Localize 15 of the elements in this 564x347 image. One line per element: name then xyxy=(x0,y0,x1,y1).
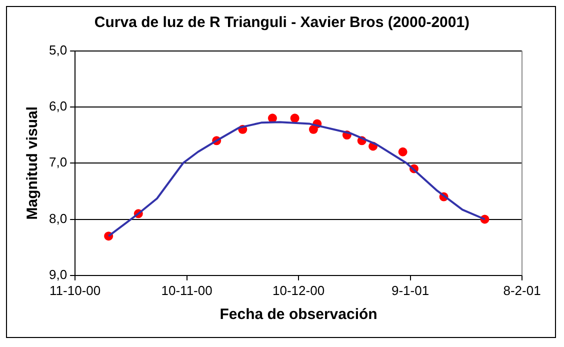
x-tick-label: 11-10-00 xyxy=(50,282,101,298)
x-tick-label: 10-12-00 xyxy=(272,282,325,298)
x-tick-label: 9-1-01 xyxy=(391,282,430,298)
y-tick-label: 7,0 xyxy=(48,154,68,170)
point xyxy=(398,147,408,156)
chart-title: Curva de luz de R Trianguli - Xavier Bros (2000-2001) xyxy=(93,14,471,31)
y-tick-label: 8,0 xyxy=(48,210,68,226)
x-axis-title: Fecha de observación xyxy=(220,306,378,324)
y-tick-label: 9,0 xyxy=(48,266,68,282)
y-tick-label: 6,0 xyxy=(48,98,68,114)
y-tick-label: 5,0 xyxy=(48,42,68,58)
x-tick-label: 8-2-01 xyxy=(503,282,541,298)
point xyxy=(290,114,300,123)
y-axis-title: Magnitud visual xyxy=(24,106,42,220)
x-tick-label: 10-11-00 xyxy=(161,282,212,298)
